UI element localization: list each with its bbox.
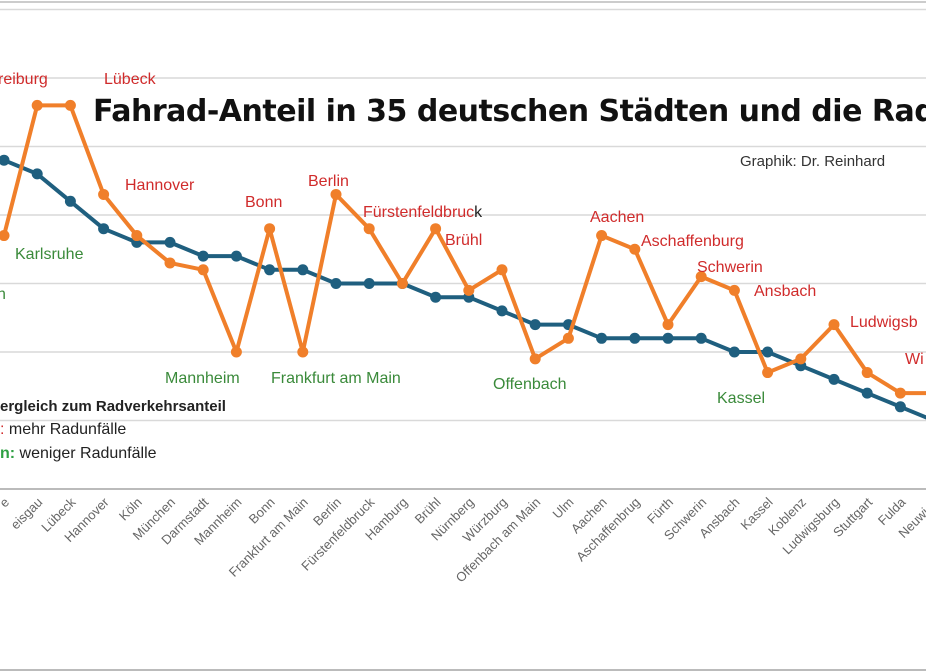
- data-point: [529, 353, 541, 365]
- annotation-label: Frankfurt am Main: [271, 370, 401, 387]
- legend-green-text: weniger Radunfälle: [15, 445, 157, 462]
- data-point: [363, 223, 375, 235]
- annotation-label: Ansbach: [754, 283, 816, 300]
- data-point: [264, 264, 276, 276]
- data-point: [828, 373, 840, 385]
- data-point: [695, 271, 707, 283]
- data-point: [0, 154, 10, 166]
- annotation-label: Brühl: [445, 232, 482, 249]
- data-point: [861, 387, 873, 399]
- data-point: [861, 367, 873, 379]
- x-tick-label: Köln: [116, 495, 145, 524]
- series-line-accidents: [2, 103, 926, 396]
- data-point: [98, 188, 110, 200]
- data-point: [728, 284, 740, 296]
- data-point: [197, 250, 209, 262]
- data-point: [629, 243, 641, 255]
- annotation-label: Ludwigsb: [850, 314, 918, 331]
- annotation-label: Kassel: [717, 390, 765, 407]
- legend: ergleich zum Radverkehrsanteil : mehr Ra…: [0, 398, 226, 463]
- annotation-label: Aschaffenburg: [641, 233, 744, 250]
- data-point: [0, 230, 10, 242]
- data-point: [496, 264, 508, 276]
- data-point: [64, 195, 76, 207]
- data-point: [828, 319, 840, 331]
- data-point: [31, 99, 43, 111]
- data-point: [297, 264, 309, 276]
- data-point: [463, 284, 475, 296]
- annotation-label: Schwerin: [697, 259, 763, 276]
- data-point: [297, 346, 309, 358]
- data-point: [894, 401, 906, 413]
- chart-frame-bottom: [0, 669, 926, 671]
- data-point: [131, 230, 143, 242]
- data-point: [363, 278, 375, 289]
- data-point: [264, 223, 276, 235]
- legend-red-marker: :: [0, 421, 5, 438]
- data-point: [164, 257, 176, 269]
- data-point: [31, 168, 43, 180]
- annotation-label: Fürstenfeldbruck: [363, 204, 483, 221]
- data-point: [795, 353, 807, 365]
- data-point: [762, 346, 774, 358]
- data-point: [596, 230, 608, 242]
- data-point: [662, 332, 674, 344]
- annotation-label: Bonn: [245, 194, 282, 211]
- data-point: [762, 367, 774, 379]
- data-point: [894, 387, 906, 399]
- annotation-label: Hannover: [125, 177, 195, 194]
- annotation-label: Lübeck: [104, 71, 157, 88]
- data-point: [396, 278, 408, 289]
- annotation-label: n: [0, 286, 6, 303]
- data-point: [562, 332, 574, 344]
- data-point: [230, 250, 242, 262]
- data-point: [64, 99, 76, 111]
- data-point: [496, 305, 508, 317]
- data-point: [662, 319, 674, 331]
- legend-item-more: : mehr Radunfälle: [0, 421, 226, 439]
- data-point: [629, 332, 641, 344]
- annotation-label: Karlsruhe: [15, 246, 84, 263]
- data-point: [695, 332, 707, 344]
- x-tick-label: e: [0, 495, 12, 511]
- data-point: [330, 188, 342, 200]
- legend-title: ergleich zum Radverkehrsanteil: [0, 398, 226, 415]
- data-point: [164, 236, 176, 248]
- chart-title: Fahrad-Anteil in 35 deutschen Städten un…: [93, 94, 926, 129]
- data-point: [728, 346, 740, 358]
- annotation-label: Aachen: [590, 209, 644, 226]
- annotation-label: Berlin: [308, 173, 349, 190]
- data-point: [330, 278, 342, 289]
- legend-red-text: mehr Radunfälle: [4, 421, 127, 438]
- x-tick-label: Ulm: [550, 495, 577, 522]
- data-point: [98, 223, 110, 235]
- data-point: [197, 264, 209, 276]
- legend-green-marker: n:: [0, 445, 16, 462]
- legend-item-less: n: weniger Radunfälle: [0, 445, 226, 463]
- annotation-label: Offenbach: [493, 376, 567, 393]
- annotation-label: Mannheim: [165, 370, 240, 387]
- data-point: [230, 346, 242, 358]
- annotation-label: reiburg: [0, 71, 48, 88]
- data-point: [430, 223, 442, 235]
- chart-credit: Graphik: Dr. Reinhard: [740, 153, 886, 170]
- data-point: [529, 319, 541, 331]
- data-point: [596, 332, 608, 344]
- data-point: [430, 291, 442, 303]
- annotation-label: Wi: [905, 351, 924, 368]
